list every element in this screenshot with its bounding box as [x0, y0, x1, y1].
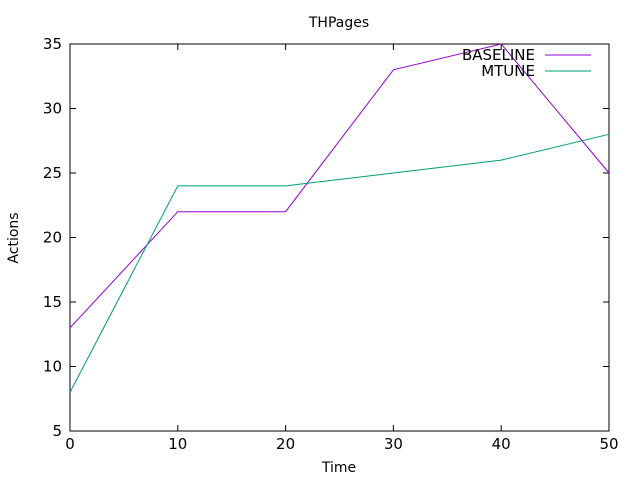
x-tick-label: 30	[384, 435, 403, 453]
x-tick-label: 20	[276, 435, 295, 453]
x-tick-label: 0	[65, 435, 75, 453]
y-axis-ticks: 5 10 15 20 25 30 35	[43, 35, 609, 440]
chart-title: THPages	[308, 15, 369, 31]
x-tick-label: 50	[599, 435, 618, 453]
series-layer	[69, 43, 610, 393]
series-line-mtune	[69, 133, 610, 393]
y-tick-label: 10	[43, 358, 62, 376]
x-tick-label: 40	[492, 435, 511, 453]
x-tick-label: 10	[168, 435, 187, 453]
legend-label-mtune: MTUNE	[481, 62, 535, 80]
legend-label-baseline: BASELINE	[462, 46, 535, 64]
y-tick-label: 30	[43, 100, 62, 118]
y-tick-label: 25	[43, 164, 62, 182]
y-axis-label: Actions	[6, 212, 22, 263]
x-axis-label: Time	[321, 460, 356, 476]
series-line-baseline	[69, 43, 610, 329]
y-tick-label: 5	[52, 422, 62, 440]
y-tick-label: 35	[43, 35, 62, 53]
y-tick-label: 15	[43, 293, 62, 311]
y-tick-label: 20	[43, 229, 62, 247]
x-axis-ticks: 0 10 20 30 40 50	[65, 44, 619, 453]
